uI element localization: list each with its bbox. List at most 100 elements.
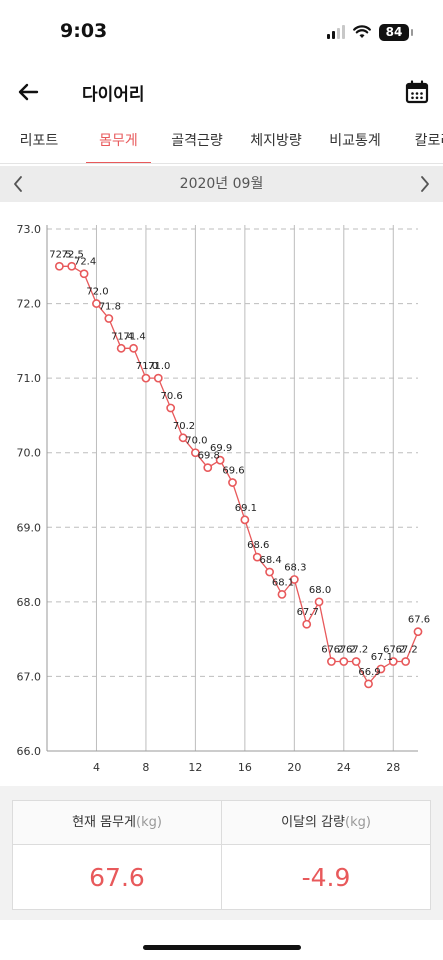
- tab-muscle-mass[interactable]: 골격근량: [171, 133, 223, 149]
- y-tick-label: 72.0: [17, 298, 42, 311]
- data-label: 68.1: [272, 577, 294, 588]
- data-label: 71.4: [123, 331, 145, 342]
- weight-line-chart: 66.0 67.0 68.0 69.0 70.0 71.0 72.0 73.0 4 8 12 16 20…: [17, 223, 431, 774]
- data-point: [141, 373, 151, 383]
- x-tick-label: 20: [287, 761, 301, 774]
- y-tick-label: 66.0: [17, 745, 42, 758]
- x-tick-label: 8: [142, 761, 149, 774]
- month-navigator: 2020년 09월: [0, 166, 443, 202]
- data-point: [240, 515, 250, 525]
- data-point: [376, 664, 386, 674]
- x-tick-label: 4: [93, 761, 100, 774]
- y-tick-label: 67.0: [17, 670, 42, 683]
- prev-month-button[interactable]: [4, 170, 32, 198]
- data-label: 67.2: [334, 645, 356, 656]
- x-tick-label: 24: [337, 761, 351, 774]
- data-point: [190, 448, 200, 458]
- data-point: [252, 552, 262, 562]
- next-month-button[interactable]: [411, 170, 439, 198]
- wifi-icon: [353, 25, 371, 38]
- y-tick-label: 70.0: [17, 447, 42, 460]
- x-tick-label: 12: [188, 761, 202, 774]
- chevron-left-icon: [14, 176, 22, 192]
- data-label: 71.8: [99, 301, 121, 312]
- data-point: [302, 619, 312, 629]
- y-tick-label: 71.0: [17, 372, 42, 385]
- data-label: 69.6: [222, 466, 244, 477]
- data-label: 67.2: [321, 645, 343, 656]
- current-weight-cell: 현재 몸무게(kg) 67.6: [13, 801, 221, 909]
- page-title: 다이어리: [82, 85, 145, 105]
- current-weight-label: 현재 몸무게: [72, 815, 136, 830]
- monthly-loss-header: 이달의 감량(kg): [222, 801, 430, 845]
- y-tick-label: 73.0: [17, 223, 42, 236]
- data-point: [327, 657, 336, 666]
- data-label: 69.9: [210, 443, 232, 454]
- data-label: 71.4: [111, 331, 133, 342]
- calendar-button[interactable]: [401, 76, 433, 108]
- app-header: 다이어리: [0, 64, 443, 120]
- data-point: [54, 261, 64, 271]
- home-indicator: [143, 945, 301, 950]
- tab-report[interactable]: 리포트: [19, 133, 59, 149]
- tab-comparison[interactable]: 비교통계: [329, 133, 381, 149]
- data-point: [67, 261, 77, 271]
- data-point: [351, 657, 361, 666]
- data-label: 67.2: [346, 645, 368, 656]
- data-label: 66.9: [358, 667, 380, 678]
- y-tick-label: 68.0: [17, 596, 42, 609]
- data-point: [364, 679, 373, 689]
- cellular-signal-icon: [327, 25, 345, 39]
- x-tick-label: 28: [386, 761, 400, 774]
- data-label: 72.5: [49, 249, 71, 260]
- status-time: 9:03: [60, 20, 108, 42]
- current-weight-header: 현재 몸무게(kg): [13, 801, 221, 845]
- monthly-loss-cell: 이달의 감량(kg) -4.9: [221, 801, 430, 909]
- data-point: [265, 567, 274, 577]
- data-label: 68.3: [284, 562, 306, 573]
- data-point: [289, 575, 299, 584]
- data-label: 67.6: [408, 615, 430, 626]
- data-point: [339, 657, 349, 666]
- data-point: [401, 657, 411, 666]
- data-label: 71.0: [148, 361, 170, 372]
- data-label: 68.6: [247, 540, 269, 551]
- x-tick-label: 16: [238, 761, 252, 774]
- data-label: 67.1: [371, 652, 393, 663]
- data-point: [203, 463, 213, 473]
- data-point: [166, 403, 176, 413]
- back-button[interactable]: [12, 76, 44, 108]
- data-point: [388, 657, 398, 666]
- data-point: [413, 627, 423, 637]
- data-label: 72.5: [62, 249, 84, 260]
- monthly-loss-value: -4.9: [301, 862, 351, 892]
- summary-table: 현재 몸무게(kg) 67.6 이달의 감량(kg) -4.9: [12, 800, 431, 910]
- status-bar: 9:03 84: [0, 0, 443, 64]
- data-label: 72.0: [86, 287, 108, 298]
- data-label: 69.1: [235, 503, 257, 514]
- arrow-left-icon: [18, 83, 39, 101]
- data-point: [129, 343, 138, 353]
- data-label: 68.4: [259, 555, 281, 566]
- data-point: [153, 373, 163, 383]
- data-label: 67.2: [396, 645, 418, 656]
- data-point: [277, 589, 287, 599]
- data-point: [79, 269, 89, 279]
- data-label: 71.0: [136, 361, 158, 372]
- data-point: [314, 597, 324, 607]
- data-point: [92, 299, 101, 308]
- data-label: 70.0: [185, 436, 207, 447]
- battery-icon: 84: [379, 23, 413, 41]
- data-point: [228, 478, 237, 487]
- data-point: [104, 314, 114, 323]
- tab-weight[interactable]: 몸무게: [86, 120, 151, 163]
- data-point: [215, 455, 225, 465]
- monthly-loss-label: 이달의 감량: [281, 815, 345, 830]
- data-label: 68.0: [309, 585, 331, 596]
- monthly-loss-unit: (kg): [345, 815, 371, 830]
- tab-body-fat[interactable]: 체지방량: [250, 133, 302, 149]
- tab-calories[interactable]: 칼로리: [414, 133, 443, 149]
- data-label: 70.2: [173, 421, 195, 432]
- data-label: 67.2: [383, 645, 405, 656]
- data-label: 70.6: [161, 391, 183, 402]
